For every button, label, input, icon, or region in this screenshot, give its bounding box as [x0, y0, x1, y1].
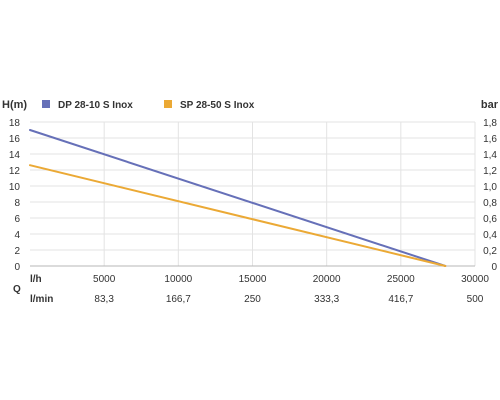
right-y-axis: 0 0,2 0,4 0,6 0,8 1,0 1,2 1,4 1,6 1,8	[483, 118, 497, 273]
right-y-tick-label: 0,4	[483, 230, 497, 241]
x-lh-tick-label: 20000	[313, 274, 341, 285]
right-y-tick-label: 0,2	[483, 246, 497, 257]
series-line-sp-28-50-s-inox	[29, 164, 447, 267]
x-axis-lh: 5000 10000 15000 20000 25000 30000	[93, 274, 489, 285]
x-lh-tick-label: 30000	[461, 274, 489, 285]
left-y-tick-label: 16	[9, 134, 21, 145]
x-lh-tick-label: 10000	[164, 274, 192, 285]
right-y-tick-label: 1,0	[483, 182, 497, 193]
left-y-tick-label: 2	[14, 246, 20, 257]
grid	[30, 121, 476, 266]
legend: DP 28-10 S Inox SP 28-50 S Inox	[42, 100, 255, 111]
x-lh-tick-label: 25000	[387, 274, 415, 285]
right-y-tick-label: 1,8	[483, 118, 497, 129]
legend-swatch-dp-28-10-s-inox	[42, 100, 50, 108]
left-y-tick-label: 6	[14, 214, 20, 225]
right-y-tick-label: 1,6	[483, 134, 497, 145]
left-y-axis: 0 2 4 6 8 10 12 14 16 18	[9, 118, 21, 273]
series-layer	[29, 129, 447, 267]
left-y-tick-label: 10	[9, 182, 21, 193]
left-y-tick-label: 4	[14, 230, 20, 241]
series-line-dp-28-10-s-inox	[29, 129, 447, 267]
left-axis-title: H(m)	[2, 99, 27, 111]
right-y-tick-label: 0,8	[483, 198, 497, 209]
x-lmin-tick-label: 250	[244, 294, 261, 305]
right-y-tick-label: 0	[491, 262, 497, 273]
left-y-tick-label: 0	[14, 262, 20, 273]
right-axis-title: bar	[481, 99, 499, 111]
x-lmin-tick-label: 166,7	[166, 294, 191, 305]
legend-label-sp-28-50-s-inox: SP 28-50 S Inox	[180, 100, 255, 111]
legend-swatch-sp-28-50-s-inox	[164, 100, 172, 108]
left-y-tick-label: 14	[9, 150, 21, 161]
right-y-tick-label: 0,6	[483, 214, 497, 225]
left-y-tick-label: 12	[9, 166, 21, 177]
x-lmin-tick-label: 83,3	[94, 294, 114, 305]
x-axis-lh-label: l/h	[30, 274, 42, 285]
left-y-tick-label: 8	[14, 198, 20, 209]
q-label: Q	[13, 284, 21, 295]
x-axis-lmin: 83,3 166,7 250 333,3 416,7 500	[94, 294, 483, 305]
x-lh-tick-label: 5000	[93, 274, 116, 285]
x-lmin-tick-label: 500	[467, 294, 484, 305]
left-y-tick-label: 18	[9, 118, 21, 129]
x-lmin-tick-label: 416,7	[388, 294, 413, 305]
x-lh-tick-label: 15000	[239, 274, 267, 285]
x-lmin-tick-label: 333,3	[314, 294, 339, 305]
right-y-tick-label: 1,4	[483, 150, 497, 161]
legend-label-dp-28-10-s-inox: DP 28-10 S Inox	[58, 100, 133, 111]
right-y-tick-label: 1,2	[483, 166, 497, 177]
x-axis-lmin-label: l/min	[30, 294, 53, 305]
